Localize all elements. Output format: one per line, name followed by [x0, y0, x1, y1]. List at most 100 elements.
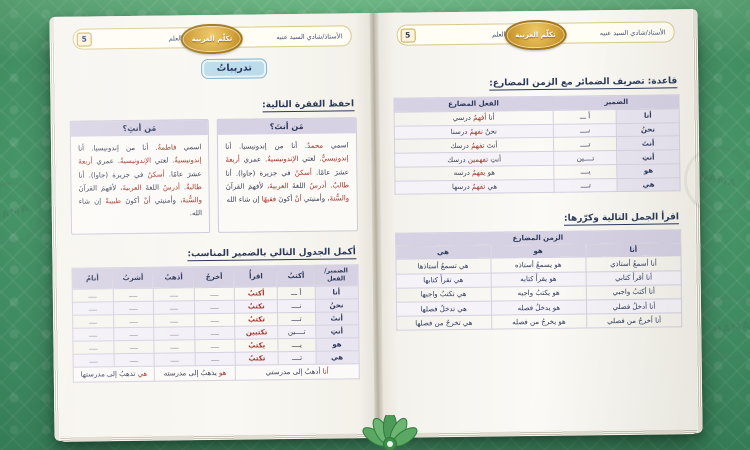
sentence-cell: هو يقرأُ كتابه: [490, 271, 587, 287]
left-page: 5 طالب العلم تكلّم العربية الأستاذ/شادي …: [54, 13, 375, 442]
text-segment: والسُّنةَ: [182, 196, 202, 205]
text-segment: أنا: [320, 367, 329, 376]
text-segment: تذهبُ إلى مدرستها: [80, 369, 136, 379]
blank-cell: ــــ: [193, 286, 235, 301]
text-segment: درسه: [453, 169, 473, 178]
text-segment: درسك: [447, 155, 468, 164]
sentence-cell: هي تكتبُ واجبها: [395, 286, 492, 303]
text-segment: تفهمُ: [471, 182, 486, 191]
sentence-cell: هو يخرجُ من فصله: [491, 314, 587, 330]
exercises-button[interactable]: تدريباتُ: [201, 58, 268, 80]
text-segment: أكونَ: [121, 197, 144, 206]
text-segment: إندونيسيةٌ: [174, 156, 202, 165]
text-segment: درسها: [451, 182, 472, 192]
blank-cell: ــــ: [153, 287, 195, 301]
text-segment: والسُّنةَ: [329, 194, 350, 203]
text-segment: تفهمين: [467, 155, 489, 164]
box-title: مَن أنتِ؟: [70, 120, 209, 137]
text-segment: اللغةَ: [141, 183, 163, 192]
text-segment: الإندونيسيةُ: [267, 155, 299, 164]
sentence-cell: هو يسمعُ أستاذه: [490, 257, 586, 273]
read-heading: اقرأ الجمل التالية وكرّرها:: [563, 212, 680, 227]
text-segment: أنا: [486, 113, 495, 122]
pronoun-cell: هي: [617, 177, 681, 193]
left-page-header-banner: 5 طالب العلم تكلّم العربية الأستاذ/شادي …: [72, 23, 352, 55]
pronoun-verb-corner-header: الضمير/الفعل: [314, 264, 358, 286]
teacher-name: الأستاذ/شادي السيد عنبه: [276, 31, 343, 41]
blank-cell: ــــ: [194, 325, 236, 340]
pronoun-column-header: هي: [395, 245, 491, 260]
pronoun-cell: نحنُ: [616, 122, 680, 137]
text-segment: أسكنُ: [147, 170, 165, 179]
sentence-cell: هي تسمعُ أستاذها: [395, 258, 491, 274]
example-verb-cell: تكتبُ: [235, 351, 279, 365]
text-segment: فقيهًا: [261, 195, 277, 204]
sentence-cell: أنا أدخلُ فصلي: [586, 298, 682, 315]
text-segment: ، لأفهمَ القرآنَ: [225, 182, 270, 191]
text-segment: أربعةَ: [225, 155, 240, 165]
text-segment: في جزيرة (جاوا). أنا: [78, 170, 148, 180]
sentence-row: أنا أخرجُ من فصلي هو يخرجُ من فصله هي تخرج…: [396, 312, 682, 331]
text-segment: أنتِ: [487, 154, 502, 164]
sentence-cell: أنا أكتبُ واجبي: [586, 284, 682, 300]
sentence-cell: أنا أسمعُ أستاذي: [585, 256, 682, 272]
blank-cell: ــــ: [113, 339, 155, 354]
teacher-name: الأستاذ/شادي السيد عنبه: [599, 27, 666, 37]
sentence-cell: هي تقرأُ كتابها: [395, 272, 491, 289]
blank-cell: ــــ: [194, 312, 236, 327]
prefix-cell: تــــ: [278, 350, 316, 365]
example-verb-cell: تكتبُ: [234, 312, 279, 326]
text-segment: أنتَ: [484, 141, 498, 150]
nama-watermark-icon: NAMA: [695, 291, 750, 365]
text-segment: اسمي: [323, 141, 349, 150]
text-segment: اسمي: [176, 143, 202, 152]
prefix-cell: تــــين: [554, 150, 617, 166]
text-segment: يذهبُ إلى مدرسته: [163, 368, 217, 378]
verb-column-header: أشربُ: [112, 267, 154, 289]
sentence-cell: هو يكتبُ واجبه: [490, 285, 587, 302]
example-sentences-row: أنا أذهبُ إلى مدرستي هو يذهبُ إلى مدرسته ه…: [73, 363, 359, 382]
pronoun-verb-completion-table: الضمير/الفعل أكتبُ اقرأُ أخرجُ أذهبُ أشربُ أنا…: [71, 264, 359, 382]
present-tense-sentences-table: الزمن المضارع أنا هو هي أنا أسمعُ أستاذي هو ي…: [395, 230, 683, 331]
verb-column-header: أنامُ: [72, 267, 113, 289]
blank-cell: ــــ: [194, 338, 236, 353]
text-segment: نفهمُ: [469, 127, 483, 136]
box-paragraph: اسمي محمدٌ. أنا من إندونيسيا. أنا إندوني…: [218, 133, 356, 214]
corner-label: الفعل: [327, 275, 346, 283]
text-segment: أكونَ: [276, 195, 295, 204]
text-segment: نحنُ: [482, 127, 497, 136]
blank-cell: ــــ: [154, 339, 195, 353]
blank-cell: ــــ: [153, 313, 195, 327]
complete-table-heading: أكمل الجدول التالي بالضمير المناسب:: [187, 247, 356, 262]
prefix-cell: يــــ: [554, 164, 618, 180]
blank-cell: ــــ: [113, 313, 154, 328]
verb-column-header: أذهبُ: [153, 266, 194, 288]
footer-sentence-cell: هي تذهبُ إلى مدرستها: [73, 365, 155, 382]
text-segment: درسك: [450, 141, 472, 150]
text-segment: هي: [485, 182, 498, 191]
blank-cell: ــــ: [72, 327, 114, 341]
blank-cell: ــــ: [72, 340, 114, 354]
blank-cell: ــــ: [154, 352, 195, 366]
verb-column-header: اقرأُ: [234, 265, 278, 287]
footer-sentence-cell: أنا أذهبُ إلى مدرستي: [235, 363, 359, 380]
text-segment: العربيةَ: [122, 183, 142, 192]
brand-logo-badge: تكلّم العربية: [180, 23, 244, 55]
text-segment: ، وأمنيتي: [301, 194, 330, 204]
blank-cell: ــــ: [72, 314, 114, 328]
text-segment: عشرَ عامًا.: [311, 167, 349, 177]
prefix-cell: يــــ: [278, 337, 316, 352]
text-segment: أفهمُ: [473, 113, 487, 122]
brand-title: تكلّم العربية: [515, 30, 556, 40]
text-segment: طالبةٌ: [186, 183, 202, 192]
blank-cell: ــــ: [72, 301, 114, 315]
verb-column-header: أكتبُ: [277, 265, 315, 287]
pronoun-cell: هو: [616, 163, 680, 179]
text-segment: . أنا من إندونيسيا. أنا: [77, 143, 158, 153]
sentence-cell: هي تدخلُ فصلها: [395, 301, 492, 317]
pronoun-cell: أنتَ: [616, 136, 680, 151]
right-page-header-banner: 5 طالب العلم تكلّم العربية الأستاذ/شادي …: [396, 19, 675, 51]
blank-cell: ــــ: [113, 352, 155, 367]
text-segment: طالبٌ: [332, 181, 350, 190]
text-segment: أربعةَ: [78, 157, 93, 166]
